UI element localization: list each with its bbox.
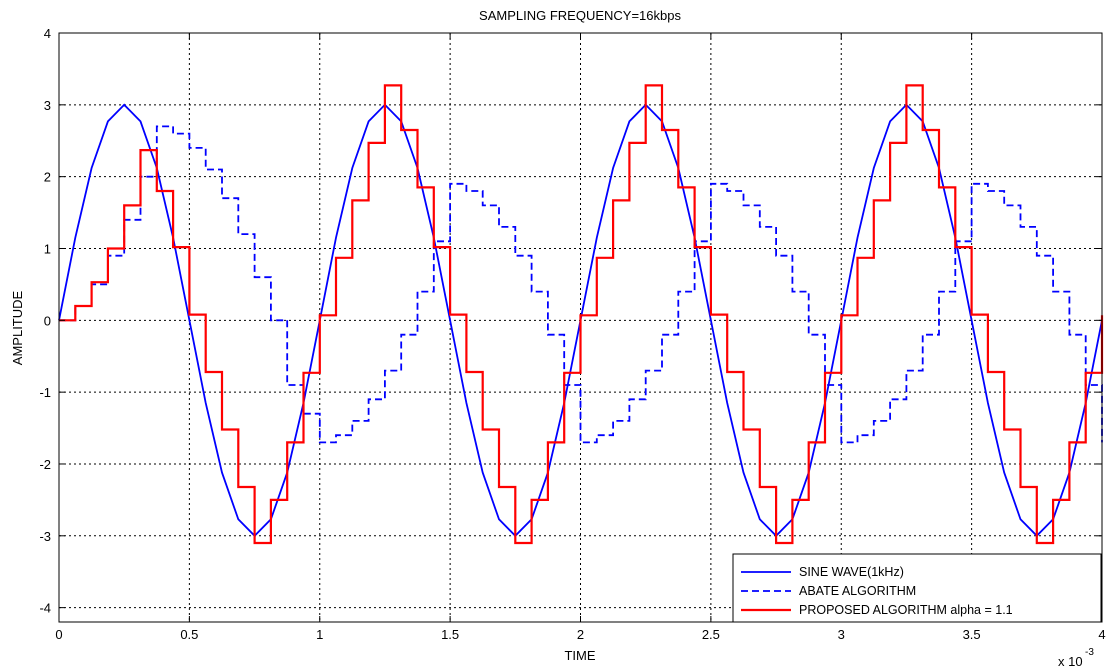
ticks: 0 0.5 1 1.5 2 2.5 3 3.5 4 -4 -3 -2 -1 0 1 2 3 4 [39,26,1105,642]
y-tick-label: -1 [39,385,51,400]
legend-label: PROPOSED ALGORITHM alpha = 1.1 [799,603,1013,617]
x-tick-label: 1 [316,627,323,642]
y-tick-label: -2 [39,457,51,472]
legend-label: ABATE ALGORITHM [799,584,916,598]
y-tick-label: 2 [44,170,51,185]
y-tick-label: -3 [39,529,51,544]
x-exponent-power: -3 [1085,647,1094,658]
x-axis-label: TIME [564,648,595,663]
x-tick-label: 2.5 [702,627,720,642]
series-line-3 [59,84,1104,545]
x-tick-label: 0.5 [180,627,198,642]
legend-label: SINE WAVE(1kHz) [799,565,904,579]
legend: SINE WAVE(1kHz) ABATE ALGORITHM PROPOSED A… [732,553,1102,623]
y-tick-label: -4 [39,601,51,616]
x-tick-label: 4 [1098,627,1105,642]
series-layer [58,84,1104,545]
x-exponent-base: x 10 [1058,654,1083,669]
y-tick-label: 4 [44,26,51,41]
series-line-2 [59,125,1103,444]
x-tick-label: 2 [577,627,584,642]
x-exponent-label: x 10 -3 [1058,647,1094,669]
x-tick-label: 3.5 [963,627,981,642]
x-tick-label: 0 [55,627,62,642]
y-axis-label: AMPLITUDE [10,290,25,365]
chart-title: SAMPLING FREQUENCY=16kbps [479,8,681,23]
x-tick-label: 3 [838,627,845,642]
y-tick-label: 0 [44,313,51,328]
y-tick-label: 1 [44,241,51,256]
x-tick-label: 1.5 [441,627,459,642]
y-tick-label: 3 [44,98,51,113]
legend-box [732,553,1102,623]
